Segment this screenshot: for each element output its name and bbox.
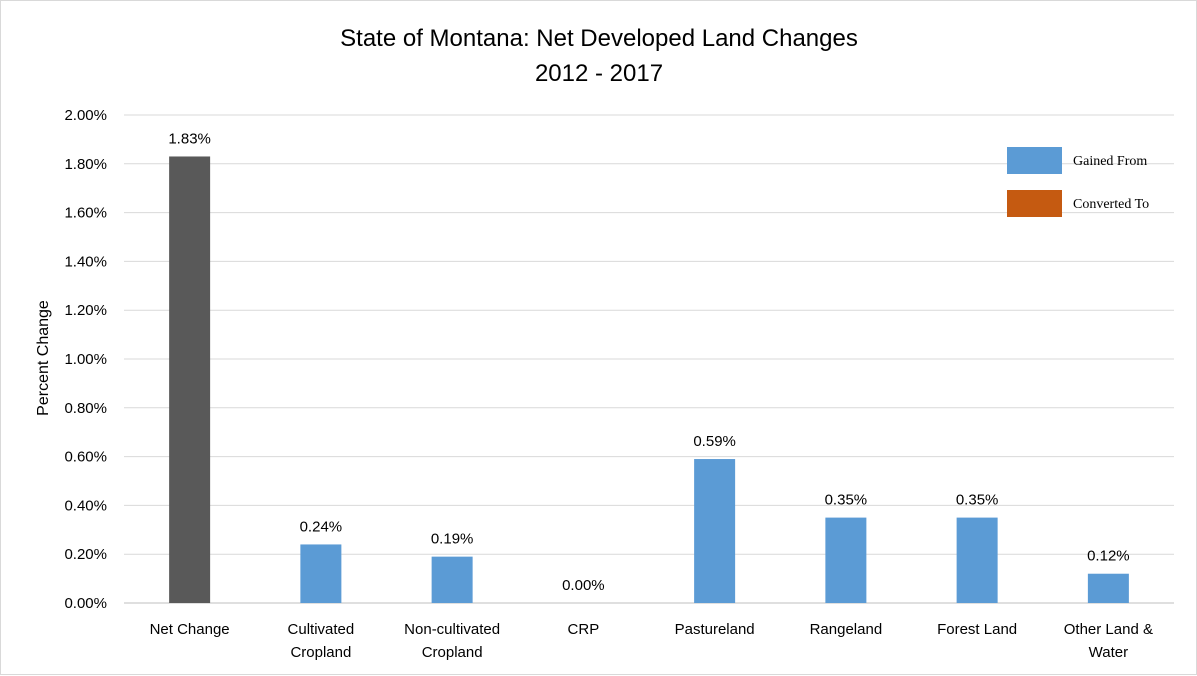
data-label: 0.19%	[431, 531, 474, 548]
chart-title-line-2: 2012 - 2017	[535, 60, 663, 87]
y-tick-label: 1.20%	[64, 302, 107, 319]
data-label: 0.00%	[562, 577, 605, 594]
y-tick-label: 1.00%	[64, 351, 107, 368]
y-tick-label: 1.80%	[64, 156, 107, 173]
chart-title-line-1: State of Montana: Net Developed Land Cha…	[340, 25, 858, 52]
y-tick-label: 1.40%	[64, 253, 107, 270]
data-label: 1.83%	[168, 130, 211, 147]
x-tick-label: CRP	[568, 621, 600, 638]
bar	[431, 556, 473, 603]
y-axis-tick-labels: 0.00% 0.20% 0.40% 0.60% 0.80% 1.00% 1.20% 1.40%…	[64, 107, 107, 612]
gridlines	[124, 114, 1174, 604]
y-tick-label: 0.20%	[64, 546, 107, 563]
y-tick-label: 0.60%	[64, 449, 107, 466]
y-tick-label: 0.80%	[64, 400, 107, 417]
bar	[300, 544, 342, 603]
x-tick-label: Forest Land	[937, 621, 1017, 638]
y-tick-label: 1.60%	[64, 205, 107, 222]
x-axis-tick-labels: Net Change Cultivated Cropland Non-cultivat…	[150, 621, 1153, 661]
data-labels: 1.83% 0.24% 0.19% 0.00% 0.59% 0.35% 0.35% 0.12%	[168, 130, 1129, 594]
bars	[169, 156, 1129, 604]
data-label: 0.35%	[825, 492, 868, 509]
legend-swatch	[1007, 147, 1062, 174]
x-tick-label: Other Land &	[1064, 621, 1153, 638]
x-tick-label: Rangeland	[810, 621, 883, 638]
bar	[694, 459, 736, 603]
data-label: 0.12%	[1087, 548, 1130, 565]
y-tick-label: 2.00%	[64, 107, 107, 124]
y-axis-title: Percent Change	[35, 300, 52, 416]
x-tick-label: Cropland	[422, 644, 483, 661]
data-label: 0.35%	[956, 492, 999, 509]
legend-label: Gained From	[1073, 154, 1147, 169]
x-tick-label: Cultivated	[288, 621, 355, 638]
y-tick-label: 0.00%	[64, 595, 107, 612]
x-tick-label: Net Change	[150, 621, 230, 638]
x-tick-label: Pastureland	[675, 621, 755, 638]
bar	[825, 517, 867, 603]
y-tick-label: 0.40%	[64, 497, 107, 514]
x-tick-label: Cropland	[290, 644, 351, 661]
chart-title: State of Montana: Net Developed Land Cha…	[340, 25, 858, 87]
data-label: 0.24%	[300, 518, 343, 535]
legend-swatch	[1007, 190, 1062, 217]
legend: Gained From Converted To	[1007, 147, 1149, 217]
data-label: 0.59%	[693, 433, 736, 450]
bar	[1087, 573, 1129, 603]
bar	[956, 517, 998, 603]
bar	[169, 156, 211, 604]
x-tick-label: Water	[1089, 644, 1128, 661]
x-tick-label: Non-cultivated	[404, 621, 500, 638]
legend-label: Converted To	[1073, 197, 1149, 212]
